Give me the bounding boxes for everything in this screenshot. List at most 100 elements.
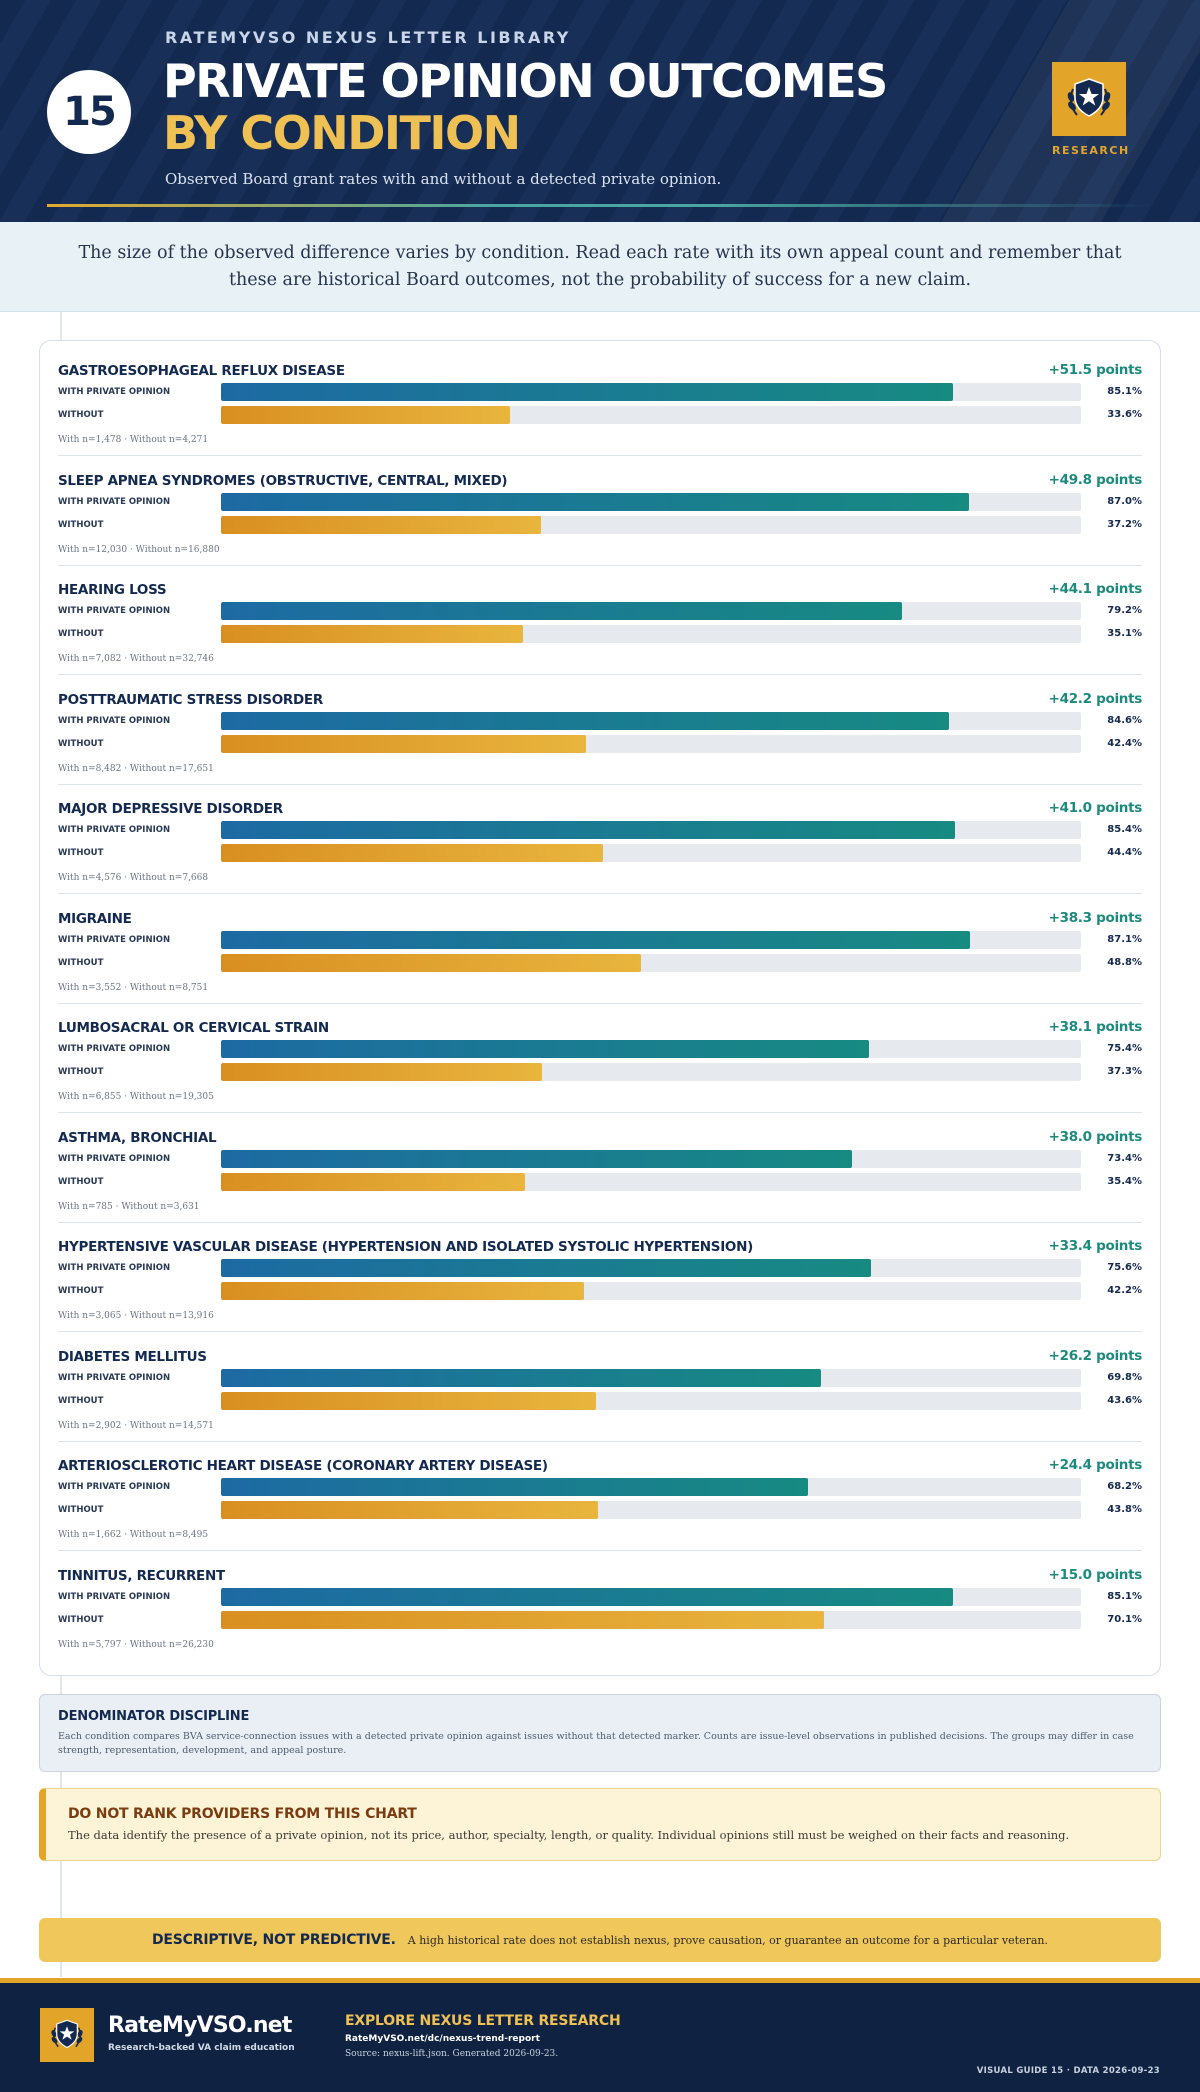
guide-number-badge: 15 — [47, 70, 131, 154]
without-opinion-bar — [221, 1172, 526, 1191]
without-opinion-bar — [221, 1501, 598, 1519]
appeal-counts: With n=3,065 · Without n=13,916 — [58, 1311, 214, 1321]
header-banner: 15 RATEMYVSO NEXUS LETTER LIBRARY PRIVAT… — [0, 0, 1200, 222]
with-opinion-bar — [221, 821, 956, 839]
point-difference: +38.0 points — [1048, 1128, 1143, 1145]
with-opinion-rate: 84.6% — [1107, 714, 1142, 726]
footer-brand[interactable]: RateMyVSO.net — [108, 2013, 292, 2038]
with-opinion-label: WITH PRIVATE OPINION — [58, 496, 171, 507]
bar-track — [221, 1040, 1081, 1058]
bar-track — [221, 1478, 1081, 1496]
condition-name: Hypertensive Vascular Disease (Hypertens… — [58, 1239, 753, 1255]
denominator-title: DENOMINATOR DISCIPLINE — [58, 1709, 250, 1724]
without-opinion-rate: 43.6% — [1107, 1394, 1142, 1406]
footer-logo[interactable] — [40, 2008, 94, 2062]
row-divider — [58, 783, 1142, 785]
with-opinion-rate: 73.4% — [1107, 1152, 1142, 1164]
without-opinion-label: WITHOUT — [58, 1614, 104, 1625]
intro-text: The size of the observed difference vari… — [78, 242, 1122, 290]
with-opinion-bar — [221, 383, 953, 401]
bar-track — [221, 383, 1081, 401]
row-divider — [58, 893, 1142, 894]
footer-explore-heading: EXPLORE NEXUS LETTER RESEARCH — [345, 2013, 621, 2029]
without-opinion-bar — [221, 734, 586, 753]
point-difference: +44.1 points — [1048, 581, 1143, 597]
condition-row: Asthma, Bronchial +38.0 points WITH PRIVAT… — [58, 1114, 1142, 1223]
bar-track — [221, 1391, 1081, 1410]
intro-panel: The size of the observed difference vari… — [0, 222, 1200, 312]
condition-name: Gastroesophageal Reflux Disease — [58, 363, 345, 379]
condition-row: Arteriosclerotic Heart Disease (Coronary… — [58, 1442, 1142, 1551]
with-opinion-rate: 75.4% — [1107, 1043, 1142, 1054]
without-opinion-bar — [221, 844, 603, 862]
with-opinion-rate: 68.2% — [1107, 1481, 1142, 1492]
bar-track — [221, 1282, 1081, 1300]
with-opinion-rate: 87.1% — [1107, 933, 1142, 945]
appeal-counts: With n=6,855 · Without n=19,305 — [58, 1092, 214, 1102]
bar-track — [221, 492, 1081, 511]
point-difference: +42.2 points — [1048, 690, 1143, 707]
page-subtitle: Observed Board grant rates with and with… — [165, 170, 722, 188]
research-label: RESEARCH — [1052, 144, 1130, 157]
with-opinion-rate: 85.1% — [1107, 386, 1142, 397]
row-divider — [58, 1550, 1142, 1551]
research-badge — [1052, 62, 1126, 136]
without-opinion-rate: 48.8% — [1107, 956, 1142, 968]
without-opinion-rate: 37.3% — [1107, 1066, 1142, 1077]
condition-name: Arteriosclerotic Heart Disease (Coronary… — [58, 1458, 548, 1474]
row-divider — [58, 674, 1142, 675]
bar-track — [221, 930, 1081, 949]
condition-row: Tinnitus, Recurrent +15.0 points WITH PRIV… — [58, 1552, 1142, 1661]
condition-name: Hearing Loss — [58, 582, 167, 598]
with-opinion-label: WITH PRIVATE OPINION — [58, 825, 171, 835]
appeal-counts: With n=1,662 · Without n=8,495 — [58, 1530, 209, 1540]
with-opinion-label: WITH PRIVATE OPINION — [58, 1372, 171, 1383]
without-opinion-label: WITHOUT — [58, 519, 104, 530]
with-opinion-rate: 87.0% — [1107, 495, 1142, 507]
with-opinion-bar — [221, 492, 970, 511]
row-divider — [58, 1221, 1142, 1223]
without-opinion-label: WITHOUT — [58, 1286, 104, 1296]
condition-name: Diabetes Mellitus — [58, 1348, 207, 1365]
bar-track — [221, 821, 1081, 839]
condition-row: Hearing Loss +44.1 points WITH PRIVATE OPI… — [58, 566, 1142, 675]
denominator-text: Each condition compares BVA service-conn… — [58, 1731, 1134, 1756]
without-opinion-bar — [221, 1063, 542, 1081]
with-opinion-label: WITH PRIVATE OPINION — [58, 1263, 171, 1273]
without-opinion-label: WITHOUT — [58, 738, 104, 749]
bar-track — [221, 1587, 1081, 1606]
appeal-counts: With n=1,478 · Without n=4,271 — [58, 435, 209, 445]
condition-name: Asthma, Bronchial — [58, 1129, 217, 1146]
appeal-counts: With n=785 · Without n=3,631 — [58, 1201, 200, 1212]
row-divider — [58, 1331, 1142, 1332]
row-divider — [58, 1440, 1142, 1442]
condition-row: Hypertensive Vascular Disease (Hypertens… — [58, 1223, 1142, 1332]
bar-track — [221, 953, 1081, 972]
with-opinion-label: WITH PRIVATE OPINION — [58, 715, 171, 726]
with-opinion-label: WITH PRIVATE OPINION — [58, 1482, 171, 1492]
descriptive-title: DESCRIPTIVE, NOT PREDICTIVE. — [152, 1932, 396, 1948]
shield-star-laurel-icon — [51, 2019, 83, 2049]
point-difference: +15.0 points — [1048, 1566, 1143, 1583]
point-difference: +38.3 points — [1048, 909, 1143, 926]
condition-name: Major Depressive Disorder — [58, 801, 283, 817]
with-opinion-label: WITH PRIVATE OPINION — [58, 606, 171, 616]
point-difference: +33.4 points — [1048, 1238, 1143, 1254]
without-opinion-rate: 37.2% — [1107, 518, 1142, 530]
header-rule — [47, 204, 1157, 207]
condition-chart-card: Gastroesophageal Reflux Disease +51.5 poi… — [39, 340, 1161, 1676]
appeal-counts: With n=8,482 · Without n=17,651 — [58, 763, 214, 774]
condition-name: Posttraumatic Stress Disorder — [58, 691, 323, 708]
condition-row: Diabetes Mellitus +26.2 points WITH PRIVAT… — [58, 1333, 1142, 1442]
point-difference: +49.8 points — [1048, 471, 1143, 488]
with-opinion-label: WITH PRIVATE OPINION — [58, 1591, 171, 1602]
footer: RateMyVSO.net Research-backed VA claim e… — [0, 1983, 1200, 2092]
without-opinion-rate: 43.8% — [1107, 1504, 1142, 1515]
condition-name: Tinnitus, Recurrent — [58, 1567, 225, 1584]
with-opinion-bar — [221, 1259, 872, 1277]
footer-source: Source: nexus-lift.json. Generated 2026-… — [345, 2049, 559, 2059]
point-difference: +24.4 points — [1048, 1457, 1143, 1473]
without-opinion-label: WITHOUT — [58, 1176, 104, 1187]
footer-report-link[interactable]: RateMyVSO.net/dc/nexus-trend-report — [345, 2034, 540, 2044]
point-difference: +41.0 points — [1048, 800, 1143, 816]
